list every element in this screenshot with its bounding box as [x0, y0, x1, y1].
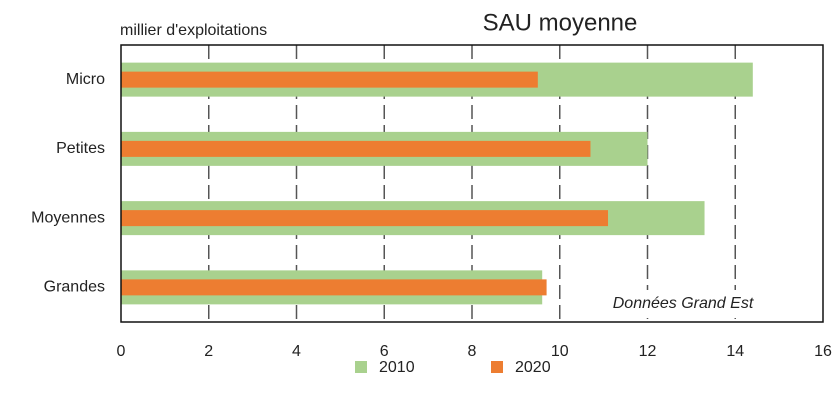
x-tick-label: 4: [292, 343, 301, 360]
legend-swatch: [491, 361, 503, 373]
x-tick-label: 8: [468, 343, 477, 360]
bar: [121, 279, 547, 296]
bar: [121, 71, 538, 88]
y-tick-label: Petites: [56, 140, 105, 157]
y-tick-label: Micro: [66, 71, 105, 88]
axis-label: millier d'exploitations: [120, 22, 267, 39]
annotation: Données Grand Est: [613, 295, 754, 312]
bar: [121, 210, 609, 227]
plot-frame: [120, 44, 824, 323]
y-tick-label: Grandes: [44, 279, 105, 296]
chart-title: SAU moyenne: [483, 9, 638, 36]
legend-label: 2020: [515, 359, 551, 376]
x-tick-label: 6: [380, 343, 389, 360]
x-tick-label: 0: [117, 343, 126, 360]
x-tick-label: 10: [551, 343, 569, 360]
legend-swatch: [355, 361, 367, 373]
annotation-bg: [595, 290, 775, 318]
x-tick-label: 16: [814, 343, 832, 360]
legend-label: 2010: [379, 359, 415, 376]
x-tick-label: 12: [639, 343, 657, 360]
bar: [121, 140, 591, 157]
y-tick-label: Moyennes: [31, 209, 105, 226]
x-tick-label: 14: [726, 343, 744, 360]
x-tick-label: 2: [204, 343, 213, 360]
